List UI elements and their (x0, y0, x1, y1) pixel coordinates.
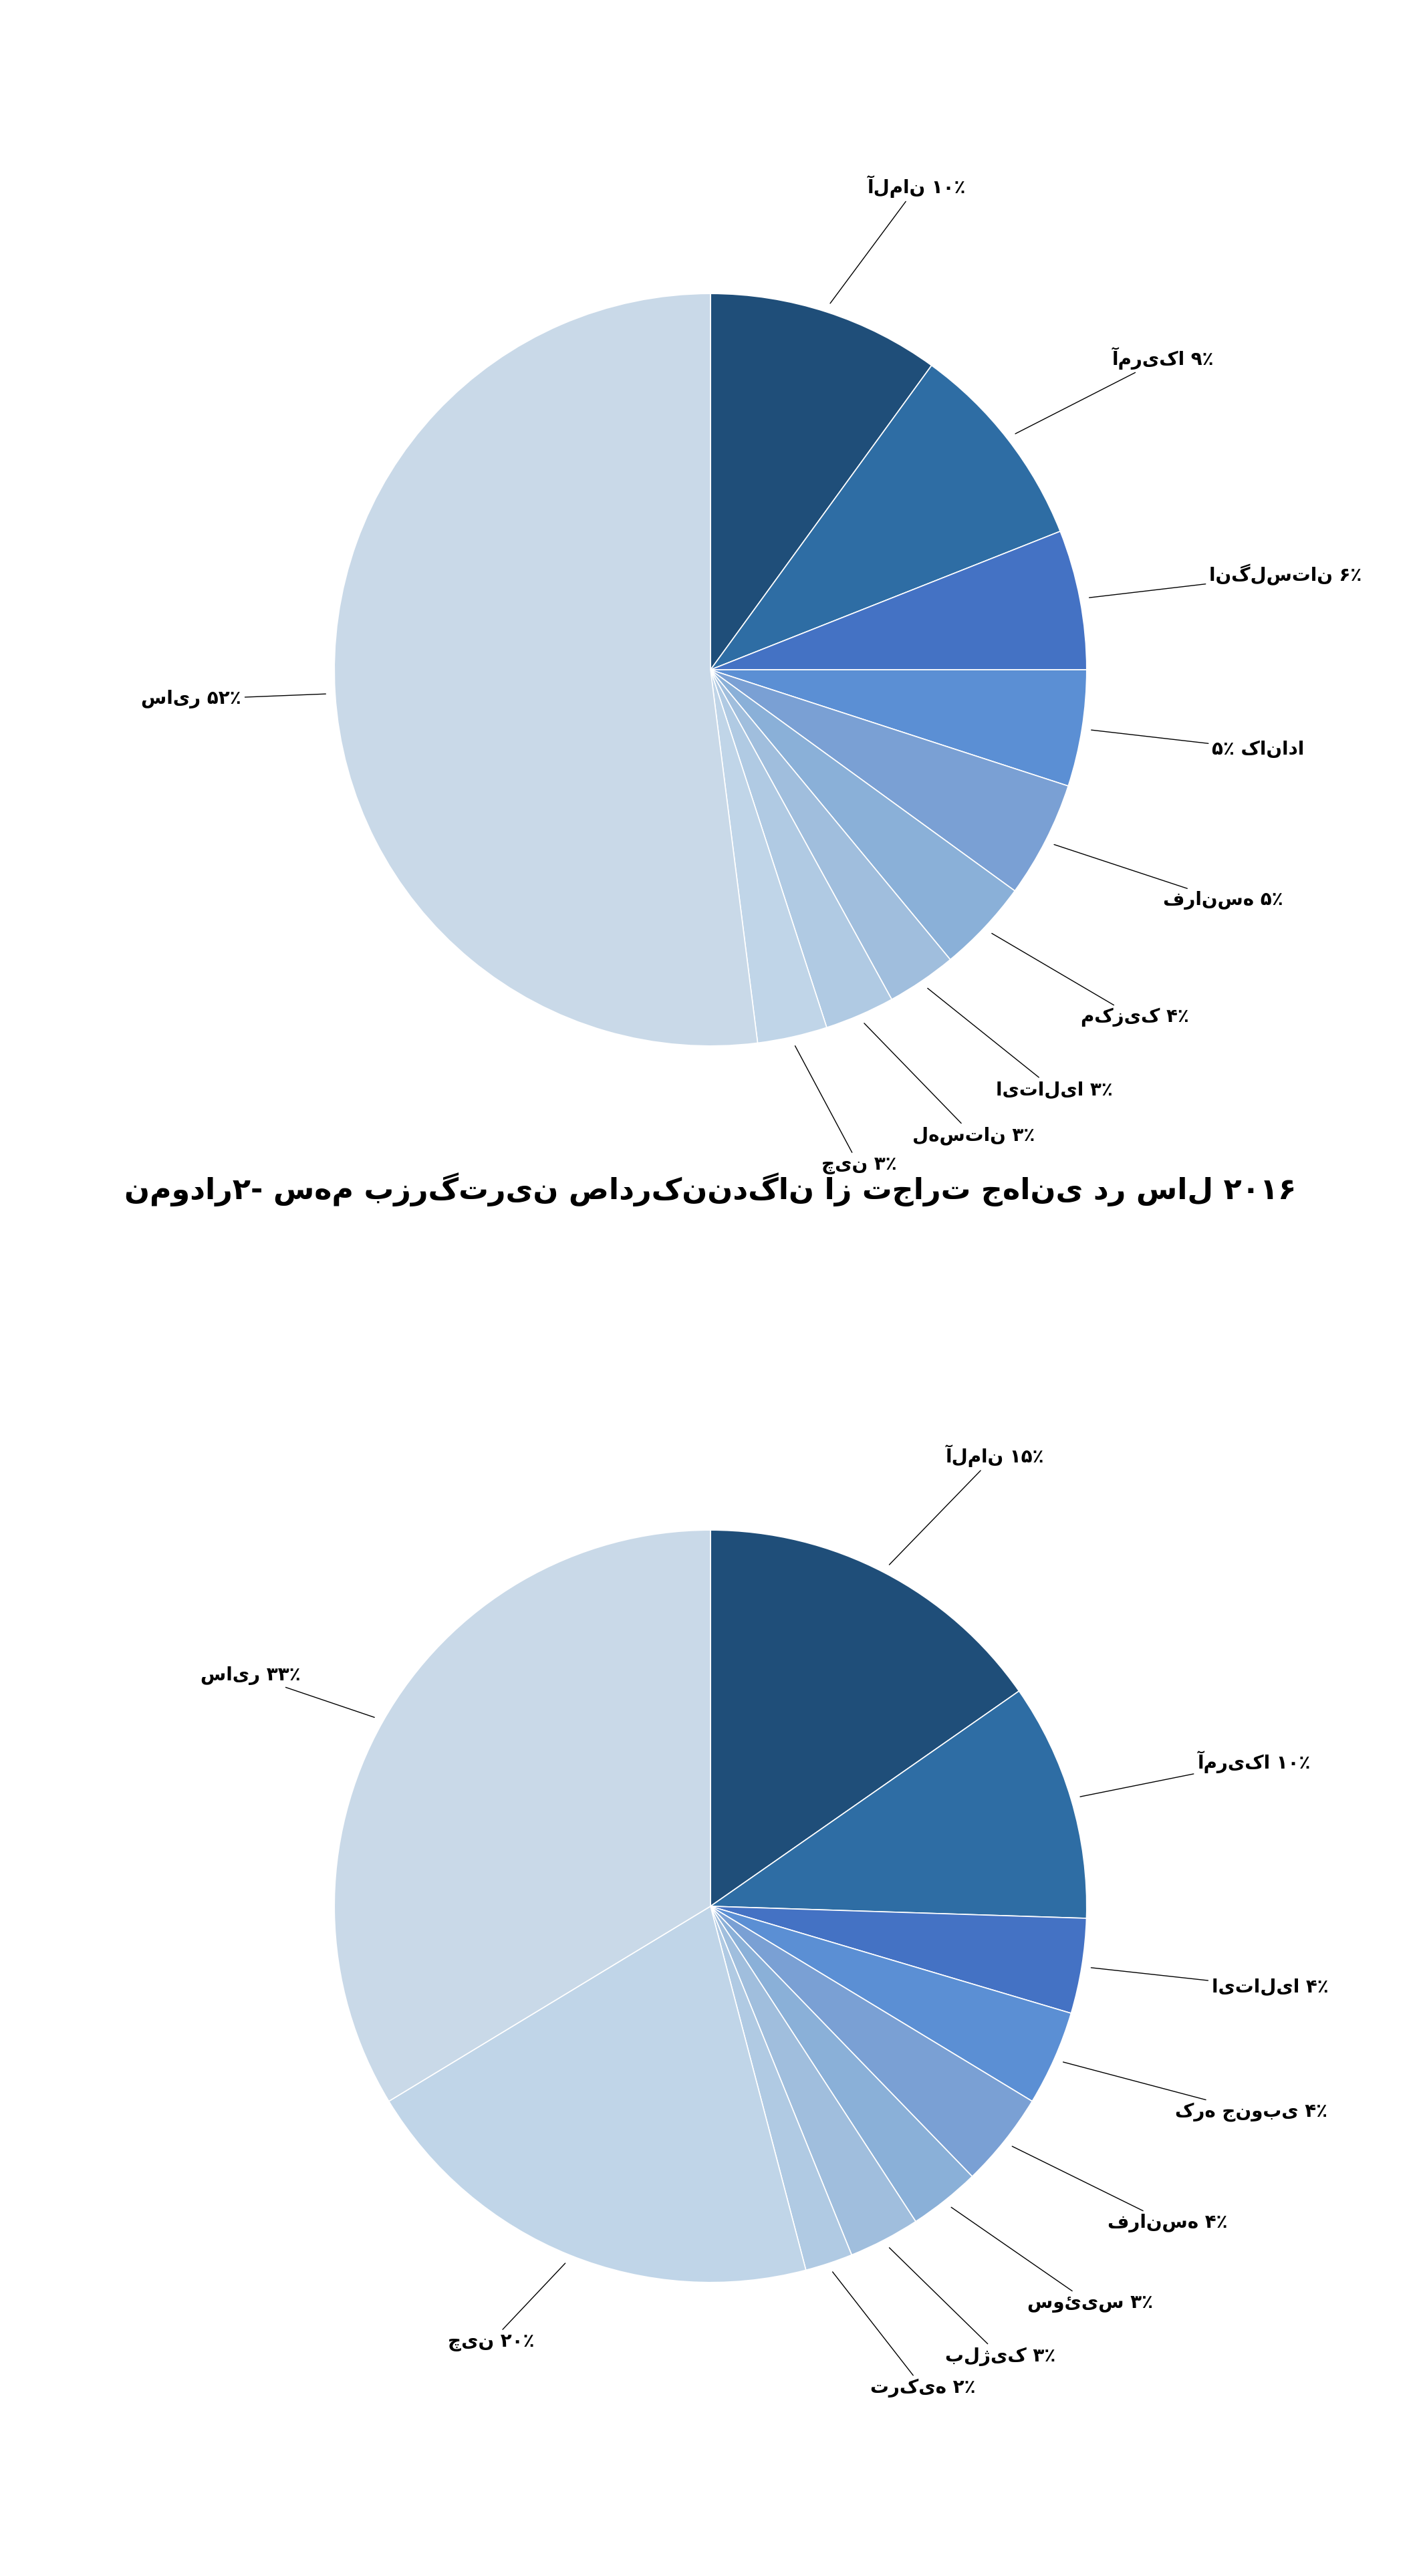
Text: سایر ۵۲٪: سایر ۵۲٪ (141, 690, 325, 708)
Wedge shape (710, 531, 1087, 670)
Wedge shape (710, 670, 827, 1043)
Text: لهستان ۳٪: لهستان ۳٪ (864, 1023, 1034, 1146)
Wedge shape (710, 1906, 972, 2221)
Text: سوئیس ۳٪: سوئیس ۳٪ (951, 2208, 1152, 2313)
Wedge shape (389, 1906, 806, 2282)
Text: فرانسه ۴٪: فرانسه ۴٪ (1012, 2146, 1228, 2233)
Wedge shape (710, 670, 892, 1028)
Wedge shape (710, 670, 1087, 786)
Text: کره جنوبی ۴٪: کره جنوبی ۴٪ (1063, 2061, 1327, 2123)
Text: آلمان ۱۰٪: آلمان ۱۰٪ (830, 175, 966, 304)
Wedge shape (710, 670, 951, 999)
Text: بلژیک ۳٪: بلژیک ۳٪ (890, 2249, 1056, 2365)
Wedge shape (334, 1530, 710, 2102)
Text: آمریکا ۹٪: آمریکا ۹٪ (1016, 348, 1214, 433)
Text: انگلستان ۶٪: انگلستان ۶٪ (1090, 564, 1361, 598)
Wedge shape (710, 294, 932, 670)
Text: سایر ۳۳٪: سایر ۳۳٪ (200, 1667, 375, 1718)
Wedge shape (710, 1906, 851, 2269)
Text: نمودار۲- سهم بزرگترین صادرکنندگان از تجارت جهانی در سال ۲۰۱۶: نمودار۲- سهم بزرگترین صادرکنندگان از تجا… (125, 1172, 1296, 1206)
Wedge shape (710, 1906, 915, 2254)
Wedge shape (710, 1906, 1087, 2014)
Text: فرانسه ۵٪: فرانسه ۵٪ (1054, 845, 1283, 909)
Text: آمریکا ۱۰٪: آمریکا ۱۰٪ (1080, 1752, 1310, 1795)
Text: آلمان ۱۵٪: آلمان ۱۵٪ (890, 1445, 1044, 1564)
Wedge shape (710, 1690, 1087, 1919)
Text: ایتالیا ۳٪: ایتالیا ۳٪ (928, 989, 1113, 1100)
Wedge shape (710, 670, 1015, 961)
Wedge shape (334, 294, 757, 1046)
Text: ترکیه ۲٪: ترکیه ۲٪ (833, 2272, 976, 2398)
Text: مکزیک ۴٪: مکزیک ۴٪ (992, 933, 1189, 1028)
Wedge shape (710, 1906, 1032, 2177)
Text: چین ۲۰٪: چین ۲۰٪ (448, 2264, 566, 2352)
Wedge shape (710, 366, 1060, 670)
Wedge shape (710, 1530, 1019, 1906)
Wedge shape (710, 670, 1069, 891)
Text: چین ۳٪: چین ۳٪ (796, 1046, 897, 1175)
Text: ۵٪ کانادا: ۵٪ کانادا (1091, 729, 1304, 757)
Text: ایتالیا ۴٪: ایتالیا ۴٪ (1091, 1968, 1329, 1996)
Wedge shape (710, 1906, 1071, 2102)
